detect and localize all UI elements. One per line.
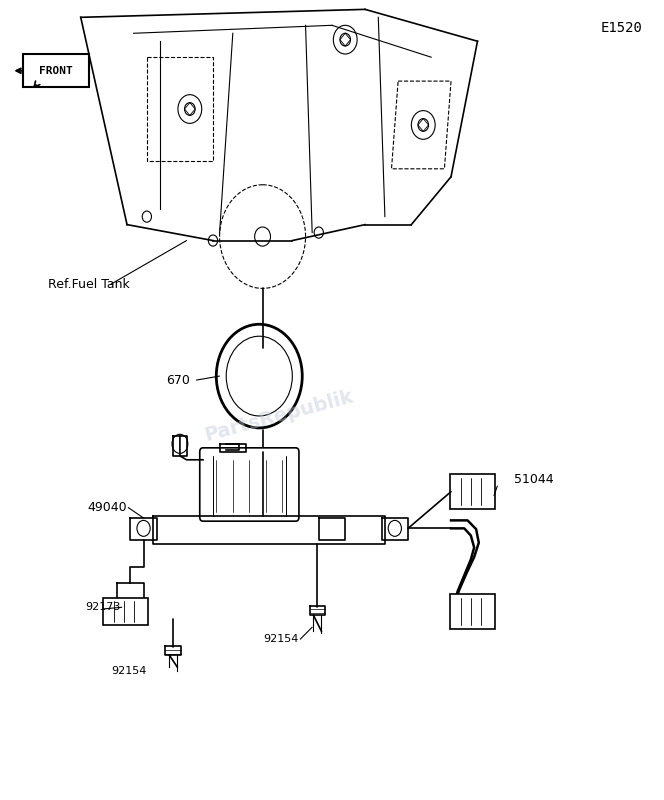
Text: 92154: 92154	[264, 634, 299, 644]
Text: FRONT: FRONT	[39, 66, 73, 76]
FancyBboxPatch shape	[450, 594, 495, 629]
Text: 92154: 92154	[112, 666, 147, 676]
FancyArrowPatch shape	[17, 69, 22, 73]
Text: PartsRepublik: PartsRepublik	[203, 387, 356, 445]
Text: 49040: 49040	[88, 501, 127, 514]
FancyBboxPatch shape	[23, 54, 89, 87]
FancyBboxPatch shape	[450, 474, 495, 510]
Text: 92173: 92173	[85, 602, 120, 612]
Text: Ref.Fuel Tank: Ref.Fuel Tank	[48, 278, 129, 291]
Polygon shape	[153, 515, 385, 543]
Text: E1520: E1520	[601, 22, 643, 35]
Text: 51044: 51044	[514, 474, 554, 486]
Text: 670: 670	[166, 374, 190, 386]
FancyBboxPatch shape	[102, 598, 148, 625]
FancyBboxPatch shape	[200, 448, 299, 521]
